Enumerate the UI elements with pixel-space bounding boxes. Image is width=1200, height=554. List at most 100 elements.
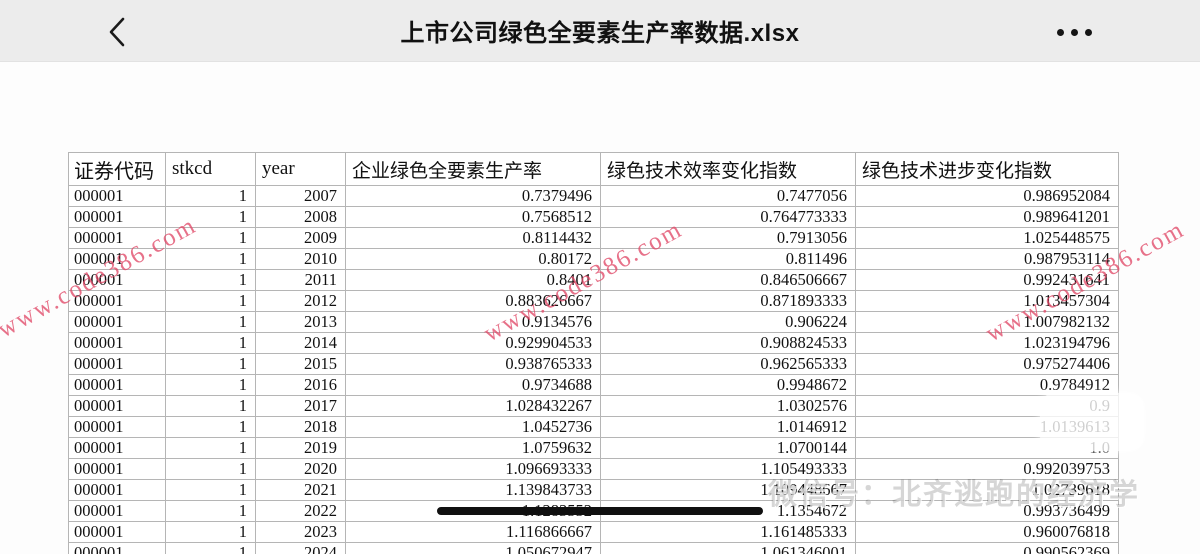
ellipsis-icon	[1071, 28, 1078, 36]
cell-efficiency-index: 1.105493333	[600, 458, 856, 480]
cell-security-code: 000001	[68, 206, 166, 228]
cell-efficiency-index: 1.0700144	[600, 437, 856, 459]
cell-year: 2011	[255, 269, 346, 291]
table-row: 000001 1 2007 0.7379496 0.7477056 0.9869…	[68, 185, 1119, 207]
cell-stkcd: 1	[165, 248, 256, 270]
cell-stkcd: 1	[165, 332, 256, 354]
cell-year: 2007	[255, 185, 346, 207]
table-body: 000001 1 2007 0.7379496 0.7477056 0.9869…	[68, 185, 1119, 554]
cell-progress-index: 0.986952084	[855, 185, 1119, 207]
cell-stkcd: 1	[165, 269, 256, 291]
table-row: 000001 1 2019 1.0759632 1.0700144 1.0	[68, 437, 1119, 459]
cell-green-tfp: 1.116866667	[345, 521, 601, 543]
cell-efficiency-index: 1.0302576	[600, 395, 856, 417]
cell-stkcd: 1	[165, 227, 256, 249]
cell-year: 2009	[255, 227, 346, 249]
cell-year: 2016	[255, 374, 346, 396]
cell-security-code: 000001	[68, 269, 166, 291]
cell-efficiency-index: 0.811496	[600, 248, 856, 270]
cell-security-code: 000001	[68, 311, 166, 333]
file-title: 上市公司绿色全要素生产率数据.xlsx	[400, 20, 800, 47]
cell-green-tfp: 0.9734688	[345, 374, 601, 396]
cell-stkcd: 1	[165, 395, 256, 417]
cell-security-code: 000001	[68, 500, 166, 522]
cell-security-code: 000001	[68, 332, 166, 354]
more-options-button[interactable]	[1057, 22, 1092, 42]
cell-efficiency-index: 0.7913056	[600, 227, 856, 249]
cell-efficiency-index: 1.161485333	[600, 521, 856, 543]
table-row: 000001 1 2016 0.9734688 0.9948672 0.9784…	[68, 374, 1119, 396]
ellipsis-icon	[1085, 28, 1092, 36]
spreadsheet-view[interactable]: 证券代码 stkcd year 企业绿色全要素生产率 绿色技术效率变化指数 绿色…	[68, 152, 1119, 554]
cell-green-tfp: 0.8401	[345, 269, 601, 291]
cell-green-tfp: 1.028432267	[345, 395, 601, 417]
cell-progress-index: 0.992431641	[855, 269, 1119, 291]
cell-green-tfp: 1.139843733	[345, 479, 601, 501]
cell-efficiency-index: 0.764773333	[600, 206, 856, 228]
chevron-left-icon	[109, 17, 125, 47]
cell-security-code: 000001	[68, 185, 166, 207]
home-indicator-bar[interactable]	[437, 507, 763, 515]
cell-stkcd: 1	[165, 206, 256, 228]
table-row: 000001 1 2012 0.883626667 0.871893333 1.…	[68, 290, 1119, 312]
cell-stkcd: 1	[165, 311, 256, 333]
table-row: 000001 1 2023 1.116866667 1.161485333 0.…	[68, 521, 1119, 543]
cell-efficiency-index: 0.908824533	[600, 332, 856, 354]
cell-efficiency-index: 0.906224	[600, 311, 856, 333]
cell-efficiency-index: 0.846506667	[600, 269, 856, 291]
table-row: 000001 1 2020 1.096693333 1.105493333 0.…	[68, 458, 1119, 480]
cell-stkcd: 1	[165, 374, 256, 396]
cell-year: 2017	[255, 395, 346, 417]
table-row: 000001 1 2011 0.8401 0.846506667 0.99243…	[68, 269, 1119, 291]
cell-year: 2013	[255, 311, 346, 333]
ellipsis-icon	[1057, 28, 1064, 36]
cell-green-tfp: 0.9134576	[345, 311, 601, 333]
cell-security-code: 000001	[68, 416, 166, 438]
cell-progress-index: 0.993736499	[855, 500, 1119, 522]
cell-green-tfp: 0.8114432	[345, 227, 601, 249]
table-row: 000001 1 2024 1.050672947 1.061346001 0.…	[68, 542, 1119, 554]
cell-green-tfp: 0.7568512	[345, 206, 601, 228]
col-header-year: year	[255, 152, 346, 186]
cell-green-tfp: 1.050672947	[345, 542, 601, 554]
cell-year: 2023	[255, 521, 346, 543]
cell-progress-index: 0.9784912	[855, 374, 1119, 396]
cell-efficiency-index: 1.061346001	[600, 542, 856, 554]
cell-stkcd: 1	[165, 500, 256, 522]
col-header-security-code: 证券代码	[68, 152, 166, 186]
cell-efficiency-index: 0.871893333	[600, 290, 856, 312]
cell-year: 2020	[255, 458, 346, 480]
cell-green-tfp: 0.929904533	[345, 332, 601, 354]
cell-year: 2019	[255, 437, 346, 459]
cell-efficiency-index: 1.109448667	[600, 479, 856, 501]
cell-green-tfp: 1.0452736	[345, 416, 601, 438]
cell-year: 2024	[255, 542, 346, 554]
cell-efficiency-index: 1.0146912	[600, 416, 856, 438]
cell-year: 2015	[255, 353, 346, 375]
cell-green-tfp: 0.7379496	[345, 185, 601, 207]
cell-year: 2014	[255, 332, 346, 354]
cell-progress-index: 0.987953114	[855, 248, 1119, 270]
cell-progress-index: 0.960076818	[855, 521, 1119, 543]
cell-green-tfp: 0.938765333	[345, 353, 601, 375]
col-header-progress-index: 绿色技术进步变化指数	[855, 152, 1119, 186]
cell-progress-index: 0.990562369	[855, 542, 1119, 554]
cell-green-tfp: 1.096693333	[345, 458, 601, 480]
cell-security-code: 000001	[68, 227, 166, 249]
col-header-green-tfp: 企业绿色全要素生产率	[345, 152, 601, 186]
cell-stkcd: 1	[165, 185, 256, 207]
cell-progress-index: 1.007982132	[855, 311, 1119, 333]
cell-security-code: 000001	[68, 437, 166, 459]
table-row: 000001 1 2021 1.139843733 1.109448667 1.…	[68, 479, 1119, 501]
cell-year: 2018	[255, 416, 346, 438]
cell-efficiency-index: 0.962565333	[600, 353, 856, 375]
back-button[interactable]	[100, 14, 134, 50]
col-header-stkcd: stkcd	[165, 152, 256, 186]
cell-progress-index: 1.0	[855, 437, 1119, 459]
cell-security-code: 000001	[68, 521, 166, 543]
data-table: 证券代码 stkcd year 企业绿色全要素生产率 绿色技术效率变化指数 绿色…	[68, 152, 1119, 554]
cell-security-code: 000001	[68, 374, 166, 396]
cell-stkcd: 1	[165, 458, 256, 480]
cell-security-code: 000001	[68, 248, 166, 270]
navbar: 上市公司绿色全要素生产率数据.xlsx	[0, 0, 1200, 62]
